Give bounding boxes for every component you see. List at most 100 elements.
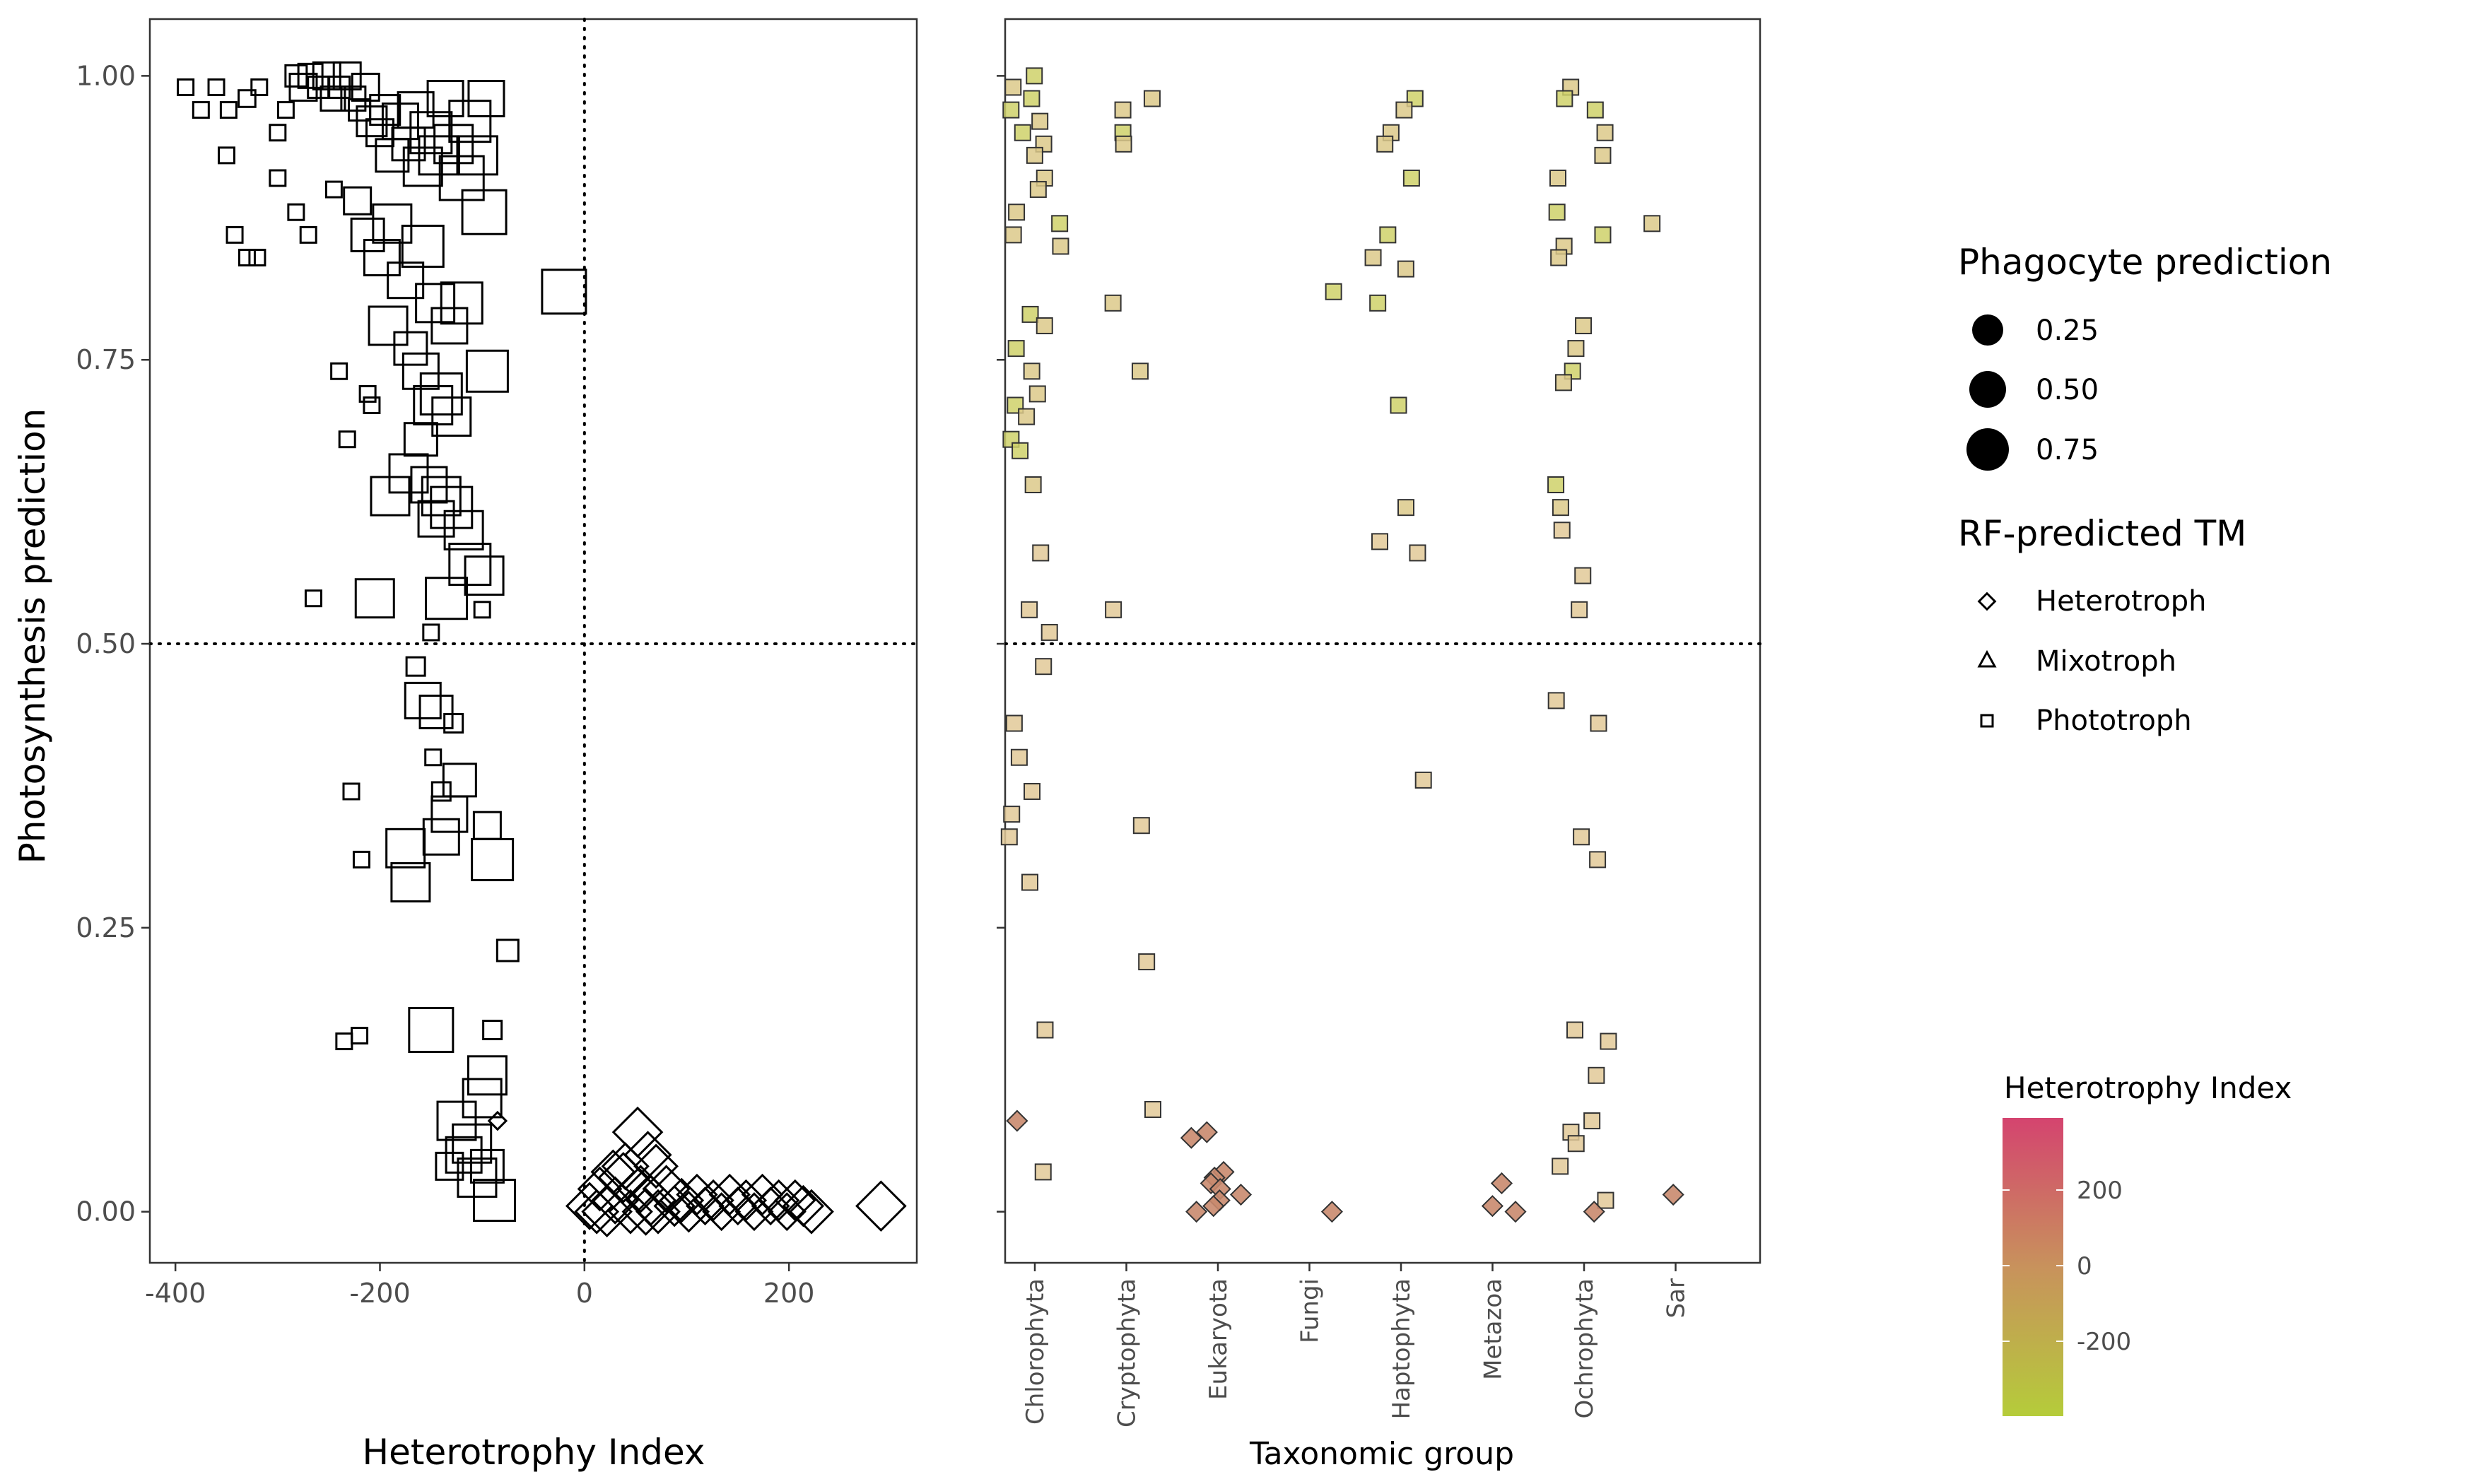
left-heterotroph-point-12	[642, 1165, 691, 1213]
right-x-tick-label-2: Eukaryota	[1204, 1278, 1233, 1400]
right-phototroph-point-25	[1021, 601, 1038, 618]
right-phototroph-point-76	[1552, 499, 1569, 517]
left-phototroph-point-104	[435, 1151, 464, 1181]
left-phototroph-point-62	[358, 384, 377, 403]
right-phototroph-point-92	[1643, 215, 1661, 232]
left-heterotroph-point-16	[676, 1173, 718, 1216]
right-phototroph-point-53	[1364, 249, 1382, 266]
right-x-tick-label-6: Ochrophyta	[1571, 1278, 1599, 1418]
right-heterotroph-point-10	[1185, 1201, 1208, 1223]
right-x-tick-label-7: Sar	[1663, 1278, 1691, 1318]
right-phototroph-point-23	[1024, 476, 1042, 493]
left-heterotroph-point-36	[621, 1187, 670, 1236]
left-heterotroph-point-15	[667, 1190, 710, 1233]
size-legend-label-025: 0.25	[2036, 314, 2099, 347]
left-phototroph-point-70	[370, 476, 411, 517]
right-phototroph-point-5	[1014, 124, 1031, 141]
left-heterotroph-point-0	[487, 1110, 508, 1131]
shape-legend-key-heterotroph	[1977, 591, 1997, 611]
left-phototroph-point-42	[324, 180, 343, 199]
left-phototroph-point-99	[351, 1027, 369, 1045]
right-phototroph-point-7	[1026, 146, 1043, 164]
left-panel-marks	[148, 18, 918, 1264]
right-phototroph-point-80	[1547, 692, 1565, 709]
right-phototroph-point-65	[1594, 146, 1612, 164]
right-phototroph-point-72	[1567, 340, 1585, 358]
size-legend-label-050: 0.50	[2036, 374, 2099, 406]
right-phototroph-point-4	[1031, 112, 1049, 130]
right-phototroph-point-39	[1115, 135, 1132, 153]
left-phototroph-point-72	[443, 510, 484, 550]
left-heterotroph-point-11	[635, 1189, 681, 1235]
left-x-tick-label-0: -400	[145, 1278, 206, 1309]
color-legend-label-200: 200	[2077, 1177, 2123, 1205]
left-phototroph-point-67	[410, 466, 448, 504]
left-panel: 0.00 0.25 0.50 0.75 1.00 -400 -200 0 200 Heterot…	[12, 18, 918, 1473]
left-phototroph-point-4	[238, 89, 257, 108]
y-axis-title: Photosynthesis prediction	[12, 408, 53, 864]
left-phototroph-point-5	[250, 78, 269, 96]
right-panel-ticks: Chlorophyta Cryptophyta Eukaryota Fungi Hapt…	[997, 75, 1691, 1427]
right-phototroph-point-41	[1131, 363, 1149, 380]
right-phototroph-point-59	[1409, 544, 1426, 562]
left-phototroph-point-60	[465, 349, 509, 393]
left-phototroph-point-23	[381, 102, 419, 141]
left-phototroph-point-81	[404, 681, 442, 719]
right-phototroph-point-84	[1566, 1021, 1584, 1039]
left-phototroph-point-74	[464, 555, 505, 596]
right-x-tick-label-0: Chlorophyta	[1021, 1278, 1050, 1425]
left-phototroph-point-27	[409, 111, 453, 155]
right-phototroph-point-14	[1021, 305, 1039, 323]
right-phototroph-point-36	[1143, 90, 1161, 107]
right-phototroph-point-87	[1583, 1112, 1601, 1130]
left-phototroph-point-69	[430, 485, 474, 529]
left-phototroph-point-47	[387, 261, 425, 300]
left-phototroph-point-108	[473, 1179, 517, 1223]
right-panel-frame	[1004, 18, 1761, 1264]
left-y-tick-label-2: 0.50	[76, 628, 136, 659]
left-phototroph-point-45	[363, 239, 401, 277]
right-phototroph-point-35	[1034, 1163, 1052, 1181]
color-legend-bar	[2003, 1118, 2063, 1416]
left-phototroph-point-63	[363, 396, 381, 414]
size-legend-key-025	[1972, 314, 2003, 346]
left-heterotroph-point-28	[774, 1179, 816, 1222]
right-phototroph-point-46	[1325, 283, 1342, 300]
right-phototroph-point-86	[1588, 1066, 1605, 1084]
right-x-axis-title: Taxonomic group	[1249, 1436, 1514, 1472]
right-x-tick-label-1: Cryptophyta	[1113, 1278, 1142, 1427]
left-x-tick-label-2: 0	[576, 1278, 593, 1309]
right-phototroph-point-11	[1051, 215, 1069, 232]
left-phototroph-point-29	[426, 80, 464, 118]
left-phototroph-point-44	[350, 217, 385, 252]
left-phototroph-point-54	[368, 305, 409, 346]
right-phototroph-point-91	[1597, 1191, 1614, 1209]
right-phototroph-point-55	[1369, 294, 1387, 312]
left-phototroph-point-25	[397, 91, 435, 129]
right-x-tick-label-5: Metazoa	[1479, 1278, 1508, 1380]
left-phototroph-point-35	[218, 146, 235, 165]
right-panel: Chlorophyta Cryptophyta Eukaryota Fungi Hapt…	[997, 18, 1761, 1472]
left-phototroph-point-36	[225, 225, 244, 244]
left-phototroph-point-50	[430, 307, 469, 345]
left-phototroph-point-39	[269, 169, 287, 187]
right-phototroph-point-9	[1029, 181, 1047, 199]
left-phototroph-point-89	[352, 850, 370, 868]
left-phototroph-point-102	[436, 1100, 477, 1141]
right-phototroph-point-58	[1371, 533, 1389, 550]
left-phototroph-point-19	[356, 105, 388, 138]
left-phototroph-point-49	[415, 283, 456, 324]
right-phototroph-point-29	[1010, 748, 1028, 766]
left-heterotroph-point-31	[855, 1180, 907, 1232]
right-phototroph-point-75	[1547, 476, 1565, 493]
shape-legend-key-phototroph	[1980, 714, 1994, 728]
left-phototroph-point-32	[448, 100, 492, 143]
left-y-tick-label-4: 1.00	[76, 60, 136, 91]
shape-legend-label-heterotroph: Heterotroph	[2036, 585, 2206, 618]
right-heterotroph-point-9	[1202, 1195, 1225, 1218]
right-phototroph-point-68	[1594, 226, 1612, 244]
size-legend-key-075	[1966, 428, 2009, 471]
right-phototroph-point-85	[1600, 1032, 1617, 1050]
left-phototroph-point-34	[467, 80, 505, 118]
